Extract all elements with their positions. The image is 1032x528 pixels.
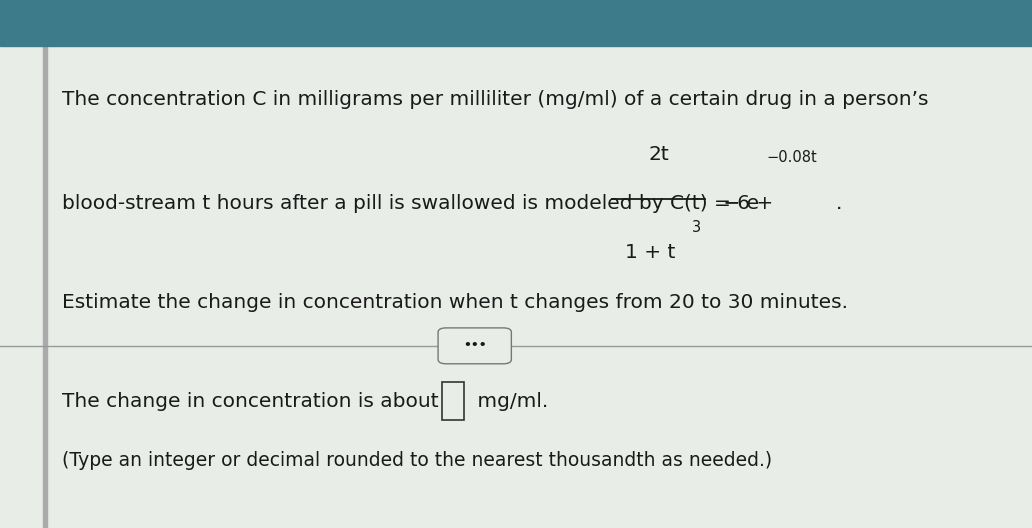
Text: •••: •••: [463, 340, 486, 352]
FancyBboxPatch shape: [438, 328, 512, 364]
Text: The concentration C in milligrams per milliliter (mg/ml) of a certain drug in a : The concentration C in milligrams per mi…: [62, 90, 929, 109]
Text: The change in concentration is about: The change in concentration is about: [62, 392, 445, 411]
Text: 2t: 2t: [648, 145, 669, 164]
Text: mg/ml.: mg/ml.: [471, 392, 548, 411]
Text: 3: 3: [691, 220, 701, 235]
Text: 1 + t: 1 + t: [625, 243, 675, 262]
Text: −0.08t: −0.08t: [767, 150, 817, 165]
FancyBboxPatch shape: [442, 382, 464, 420]
Text: .: .: [836, 194, 842, 213]
Bar: [43, 46, 47, 528]
Text: Estimate the change in concentration when t changes from 20 to 30 minutes.: Estimate the change in concentration whe…: [62, 293, 848, 312]
Text: blood-stream t hours after a pill is swallowed is modeled by C(t) = 6 +: blood-stream t hours after a pill is swa…: [62, 194, 779, 213]
Text: − e: − e: [717, 194, 760, 213]
Text: (Type an integer or decimal rounded to the nearest thousandth as needed.): (Type an integer or decimal rounded to t…: [62, 451, 772, 470]
Bar: [0, 0, 1032, 46]
